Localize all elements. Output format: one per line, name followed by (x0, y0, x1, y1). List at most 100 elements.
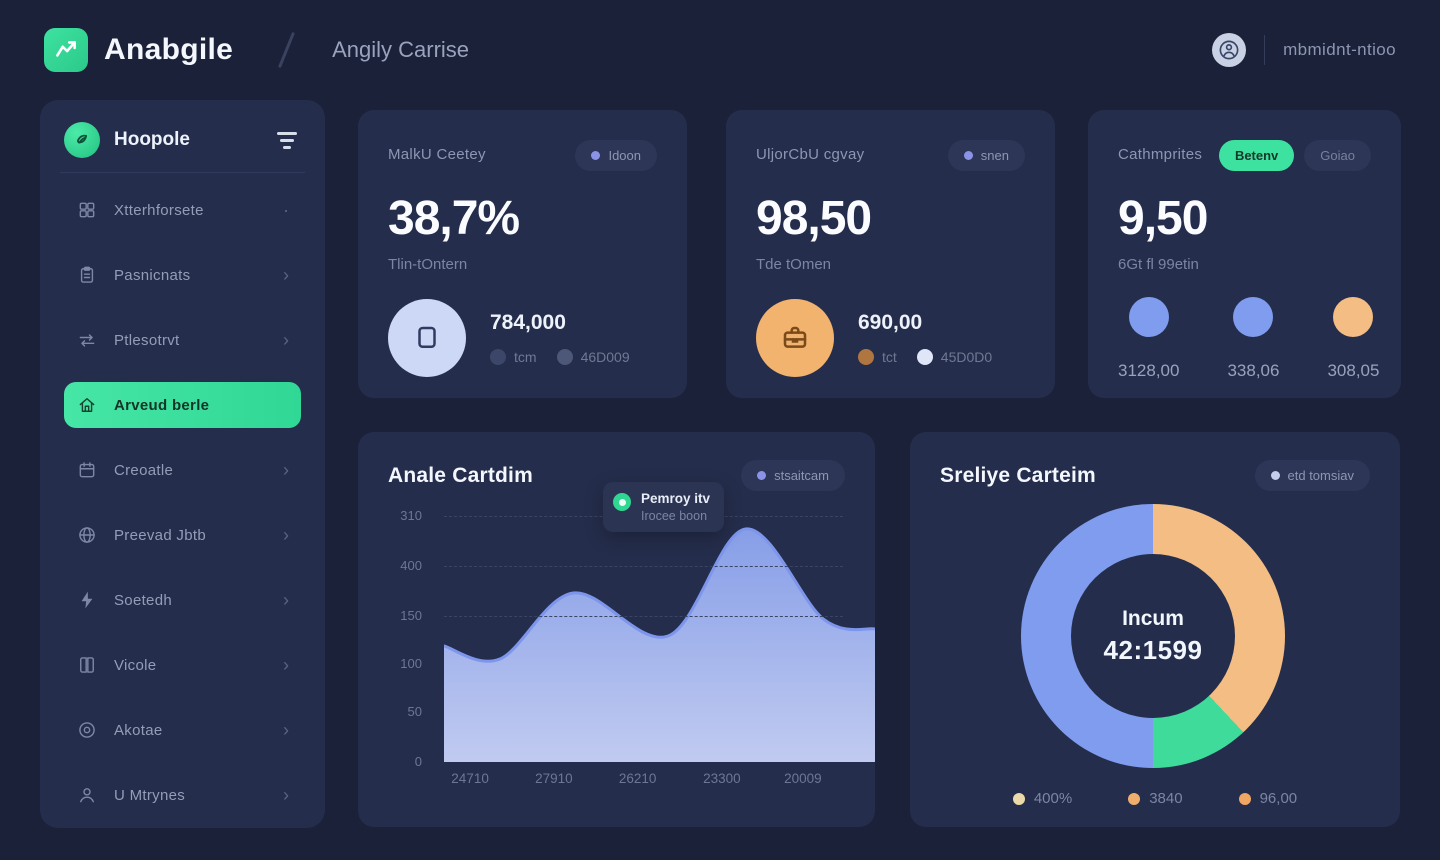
legend-dot-icon (1128, 792, 1141, 805)
stat-card-title: Cathmprites (1118, 146, 1203, 163)
sidebar-item-label: Creoatle (114, 461, 174, 479)
sidebar-item-soetedh[interactable]: Soetedh › (64, 577, 301, 623)
sidebar-item-preevad-jbtb[interactable]: Preevad Jbtb › (64, 512, 301, 558)
green-dot-icon (613, 493, 631, 511)
circle-metric: 3128,00 (1118, 297, 1179, 381)
donut-legend: 400% 3840 96,00 (910, 790, 1400, 807)
donut-chart: Incum 42:1599 (1021, 504, 1285, 768)
brand-logo-icon (44, 28, 88, 72)
metric-dot-icon (1128, 297, 1169, 337)
metric-dot-icon (1333, 297, 1374, 337)
legend-dot-icon (490, 349, 506, 365)
y-axis-tick: 0 (414, 754, 422, 769)
sidebar-item-label: Soetedh (114, 591, 172, 609)
legend-dot-icon (858, 349, 874, 365)
chevron-right-icon: › (283, 654, 289, 675)
disc-icon (76, 719, 98, 741)
chevron-right-icon: › (283, 264, 289, 285)
tooltip-subtitle: Irocee boon (641, 509, 708, 523)
sidebar-item-vicole[interactable]: Vicole › (64, 642, 301, 688)
stat-card-1: MalkU Ceetey Idoon 38,7% Tlin-tOntern 78… (358, 110, 687, 398)
donut-center-value: 42:1599 (1103, 634, 1203, 665)
legend-dot-icon (1012, 792, 1025, 805)
legend-label: 45D0D0 (940, 349, 993, 365)
tooltip-title: Pemroy itv (641, 491, 711, 506)
donut-chart-card: Sreliye Carteim etd tomsiav Incum 42:159… (910, 432, 1400, 827)
sidebar-item-creoatle[interactable]: Creoatle › (64, 447, 301, 493)
chart-title: Anale Cartdim (388, 464, 533, 487)
sidebar-item-pasnicnats[interactable]: Pasnicnats › (64, 252, 301, 298)
purple-dot-icon (963, 151, 973, 160)
topbar: Anabgile Angily Carrise mbmidnt-ntioo (0, 0, 1440, 100)
donut-legend-item: 96,00 (1238, 790, 1297, 807)
legend-item: 45D0D0 (916, 349, 993, 365)
chevron-right-icon: › (283, 329, 289, 350)
sidebar-header: Hoopole (64, 118, 301, 162)
page-title: Angily Carrise (332, 37, 470, 62)
stat-card-2: UljorCbU cgvay snen 98,50 Tde tOmen 690,… (726, 110, 1055, 398)
toggle-inactive[interactable]: Goiao (1304, 140, 1371, 171)
metric-label: 338,06 (1227, 361, 1280, 380)
chevron-right-icon: › (283, 524, 289, 545)
sidebar-nav: Xtterhforsete · Pasnicnats › Ptlesotrvt › Arve… (64, 187, 301, 818)
slash-divider (278, 31, 296, 69)
sidebar-item-label: Preevad Jbtb (114, 526, 206, 544)
sidebar-item-label: Pasnicnats (114, 266, 191, 284)
x-axis-tick: 27910 (535, 771, 573, 786)
circle-metric: 308,05 (1327, 297, 1379, 381)
avatar-icon (1212, 33, 1247, 67)
mini-legend: tcm 46D009 (490, 349, 630, 365)
toggle-active[interactable]: Betenv (1218, 140, 1295, 171)
area-chart-card: Anale Cartdim stsaitcam Pemroy itv Iroce… (358, 432, 875, 827)
gridline (444, 566, 843, 567)
brand-name: Anabgile (104, 33, 234, 66)
y-axis-tick: 310 (400, 508, 422, 523)
y-axis-tick: 50 (407, 704, 422, 719)
sidebar-item-akotae[interactable]: Akotae › (64, 707, 301, 753)
chart-badge: stsaitcam (741, 460, 845, 491)
workspace-icon (64, 122, 100, 158)
stat-subtitle: Tlin-tOntern (388, 256, 468, 273)
chevron-right-icon: › (283, 719, 289, 740)
sidebar-item-ptlesotrvt[interactable]: Ptlesotrvt › (64, 317, 301, 363)
purple-dot-icon (757, 471, 767, 480)
area-chart: Pemroy itv Irocee boon 24710 27910 26210 23… (388, 482, 875, 804)
legend-item: tct (858, 349, 897, 365)
bolt-icon (76, 589, 98, 611)
sidebar-item-xtterhforsete[interactable]: Xtterhforsete · (64, 187, 301, 233)
sidebar-item-u-mtrynes[interactable]: U Mtrynes › (64, 772, 301, 818)
sidebar-title: Hoopole (114, 129, 190, 150)
globe-icon (76, 524, 98, 546)
home-icon (76, 394, 98, 416)
sidebar-item-label: Ptlesotrvt (114, 331, 180, 349)
status-badge: Idoon (575, 140, 657, 171)
stat-card-title: UljorCbU cgvay (756, 146, 865, 163)
calendar-icon (76, 459, 98, 481)
user-menu[interactable]: mbmidnt-ntioo (1212, 33, 1396, 67)
stat-value: 98,50 (756, 192, 872, 245)
legend-label: 3840 (1149, 790, 1183, 807)
legend-dot-icon (556, 349, 573, 365)
sidebar-item-label: U Mtrynes (114, 786, 186, 804)
briefcase-icon (756, 299, 834, 377)
brand[interactable]: Anabgile (44, 28, 233, 72)
stat-card-3: Cathmprites Betenv Goiao 9,50 6Gt fl 99e… (1088, 110, 1401, 398)
x-axis-tick: 20009 (784, 771, 822, 786)
sidebar-item-arveud-berle[interactable]: Arveud berle (64, 382, 301, 428)
metric-dot-icon (1233, 297, 1274, 337)
stat-subtitle: Tde tOmen (756, 256, 832, 273)
transfer-icon (76, 329, 98, 351)
legend-item: 46D009 (556, 349, 630, 365)
grid-icon (76, 199, 98, 221)
book-icon (76, 654, 98, 676)
legend-label: tcm (514, 349, 537, 365)
circle-metric: 338,06 (1227, 297, 1279, 381)
x-axis-labels: 24710 27910 26210 23300 20009 (444, 771, 845, 791)
mini-legend: tct 45D0D0 (858, 349, 992, 365)
clipboard-icon (76, 264, 98, 286)
stat-amount: 690,00 (858, 311, 923, 334)
filter-icon[interactable] (273, 128, 301, 153)
circle-metrics: 3128,00 338,06 308,05 (1118, 297, 1379, 381)
badge-label: Idoon (608, 148, 641, 163)
